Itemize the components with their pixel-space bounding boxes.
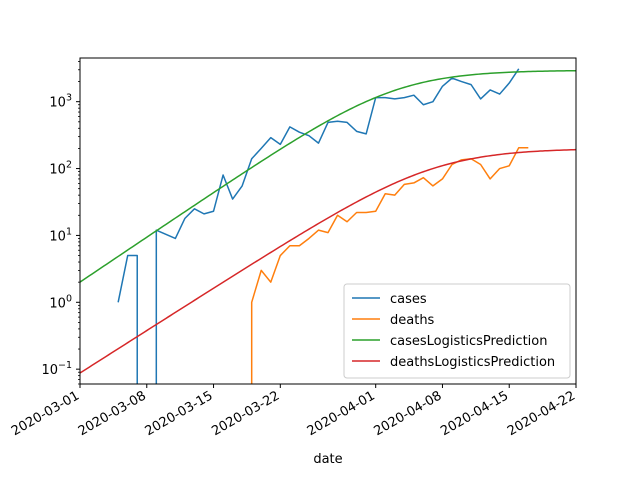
legend-box xyxy=(343,283,571,379)
y-axis: 10−1 100 101 102 103 xyxy=(41,61,80,385)
series-line-cases xyxy=(117,68,520,384)
x-axis-label: date xyxy=(313,452,342,467)
y-tick-label: 100 xyxy=(49,293,72,311)
y-tick-label: 101 xyxy=(49,226,72,244)
legend: cases deaths casesLogisticsPrediction death… xyxy=(343,283,571,379)
series-line-casesLogisticsPrediction xyxy=(80,69,576,283)
series-line-deathsLogisticsPrediction xyxy=(80,148,576,374)
series-layer xyxy=(80,68,576,384)
legend-label-deathsLogisticsPrediction: deathsLogisticsPrediction xyxy=(390,355,555,370)
legend-label-casesLogisticsPrediction: casesLogisticsPrediction xyxy=(390,334,547,349)
legend-label-deaths: deaths xyxy=(390,313,435,328)
series-line-deaths xyxy=(250,146,529,384)
y-tick-label: 102 xyxy=(49,160,72,178)
y-tick-label: 10−1 xyxy=(41,360,72,378)
plot-frame xyxy=(79,57,577,385)
legend-label-cases: cases xyxy=(390,292,427,307)
y-tick-label: 103 xyxy=(49,93,72,111)
